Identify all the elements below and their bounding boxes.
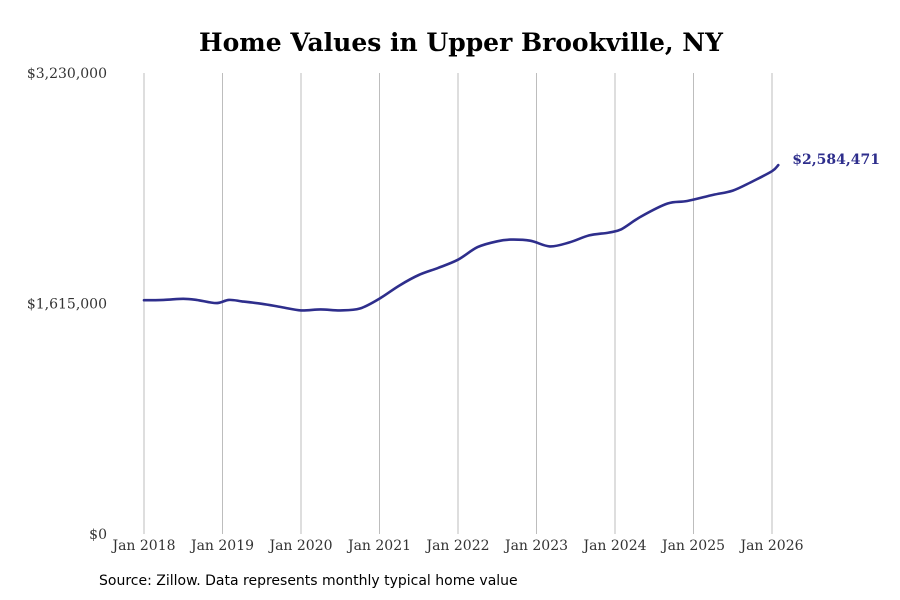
x-tick-label: Jan 2025 [660,538,725,554]
y-tick-label: $3,230,000 [27,66,107,82]
x-tick-label: Jan 2020 [267,538,332,554]
series-layer: $2,584,471 [142,152,880,312]
y-axis-tick-labels: $0 $1,615,000 $3,230,000 [27,66,107,543]
x-tick-label: Jan 2019 [189,538,254,554]
y-tick-label: $1,615,000 [27,297,107,313]
x-tick-label: Jan 2021 [346,538,411,554]
x-tick-label: Jan 2023 [503,538,568,554]
x-tick-label: Jan 2022 [424,538,489,554]
x-tick-label: Jan 2024 [581,538,646,554]
x-tick-label: Jan 2018 [110,538,175,554]
y-tick-label: $0 [89,527,107,543]
source-note: Source: Zillow. Data represents monthly … [99,573,518,589]
series-line-home-value [142,163,780,312]
x-tick-label: Jan 2026 [738,538,803,554]
grid-lines [143,73,773,534]
end-value-label: $2,584,471 [792,152,880,168]
x-axis-tick-labels: Jan 2018 Jan 2019 Jan 2020 Jan 2021 Jan 2022… [110,538,803,554]
chart-title: Home Values in Upper Brookville, NY [199,28,724,57]
